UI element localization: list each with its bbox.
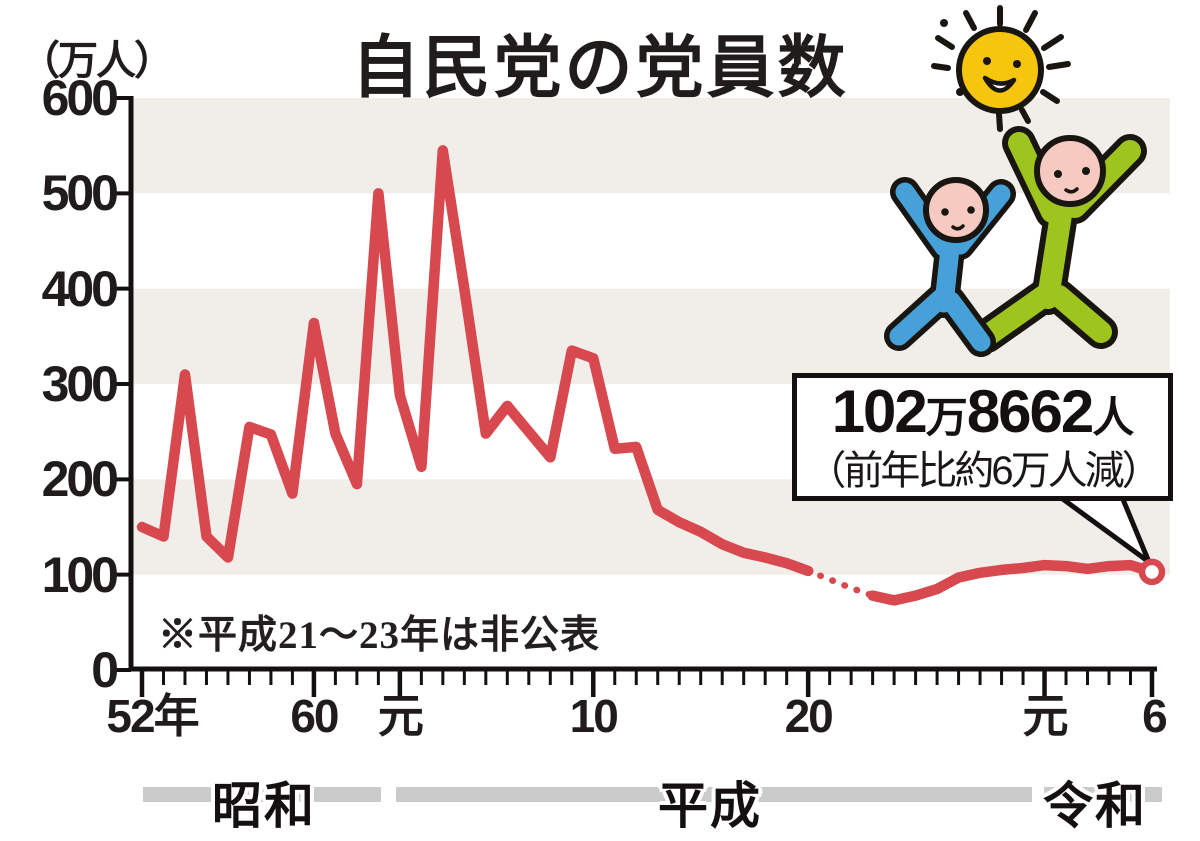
callout-value-number-1: 102 bbox=[831, 378, 928, 445]
chart-title: 自民党の党員数 bbox=[351, 30, 849, 106]
x-tick-label: 元 bbox=[377, 690, 424, 742]
end-marker-circle bbox=[1138, 558, 1166, 586]
latest-point-marker bbox=[1138, 558, 1166, 586]
callout-value-number-2: 8662 bbox=[966, 378, 1094, 445]
line-solid bbox=[867, 559, 1158, 606]
axes-and-ticks bbox=[112, 96, 1157, 697]
footnote: ※平成21〜23年は非公表 bbox=[158, 614, 601, 657]
callout-value: 102 万 8662 人 bbox=[797, 382, 1168, 448]
y-tick-label: 100 bbox=[41, 546, 119, 603]
callout-subtext: （前年比約6万人減） bbox=[806, 449, 1161, 493]
y-tick-label: 500 bbox=[41, 165, 119, 222]
era-bar-reiwa bbox=[1044, 787, 1162, 802]
x-tick-label: 20 bbox=[784, 690, 834, 742]
y-axis-unit-label: （万人） bbox=[20, 39, 174, 83]
x-tick-label: 6 bbox=[1142, 690, 1168, 742]
era-label-reiwa: 令和 bbox=[1043, 778, 1147, 834]
y-tick-label: 0 bbox=[91, 642, 119, 698]
x-tick-label: 52年 bbox=[106, 690, 199, 742]
x-tick-label: 60 bbox=[290, 690, 339, 742]
sun-icon bbox=[931, 5, 1071, 132]
green-child bbox=[970, 126, 1147, 353]
era-label-showa: 昭和 bbox=[212, 778, 316, 834]
era-label-heisei: 平成 bbox=[658, 778, 762, 834]
y-tick-label: 200 bbox=[41, 451, 119, 508]
line-dotted-unpublished bbox=[804, 567, 876, 599]
blue-child bbox=[884, 177, 1016, 357]
latest-value-callout: 102 万 8662 人 （前年比約6万人減） bbox=[792, 373, 1173, 501]
sun-and-children-illustration bbox=[884, 5, 1147, 357]
y-tick-label: 600 bbox=[41, 70, 119, 126]
era-bar-heisei bbox=[396, 787, 1032, 802]
x-tick-label: 元 bbox=[1022, 690, 1069, 742]
y-tick-label: 400 bbox=[41, 260, 119, 317]
x-tick-label: 10 bbox=[569, 690, 619, 742]
era-bar-showa bbox=[143, 787, 381, 802]
callout-value-unit-1: 万 bbox=[925, 394, 968, 441]
membership-line bbox=[136, 145, 1158, 606]
callout-value-unit-2: 人 bbox=[1092, 394, 1134, 441]
y-tick-label: 300 bbox=[41, 356, 119, 412]
line-solid bbox=[136, 145, 814, 577]
